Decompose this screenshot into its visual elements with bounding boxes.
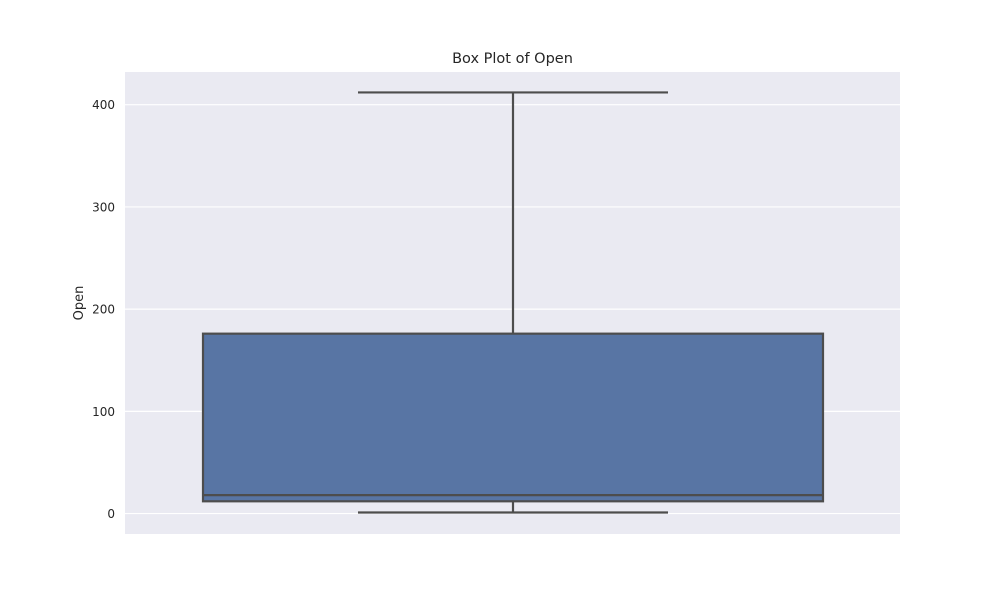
box (201, 91, 825, 514)
y-tick-label: 200 (92, 303, 115, 317)
y-tick-label: 400 (92, 98, 115, 112)
y-tick-label: 0 (107, 507, 115, 521)
chart-title: Box Plot of Open (452, 51, 573, 67)
box-body (201, 332, 825, 503)
y-axis-label: Open (72, 286, 87, 321)
y-tick-label: 300 (92, 200, 115, 214)
y-tick-label: 100 (92, 405, 115, 419)
y-axis-ticks: 0 100 200 300 400 (92, 98, 115, 521)
